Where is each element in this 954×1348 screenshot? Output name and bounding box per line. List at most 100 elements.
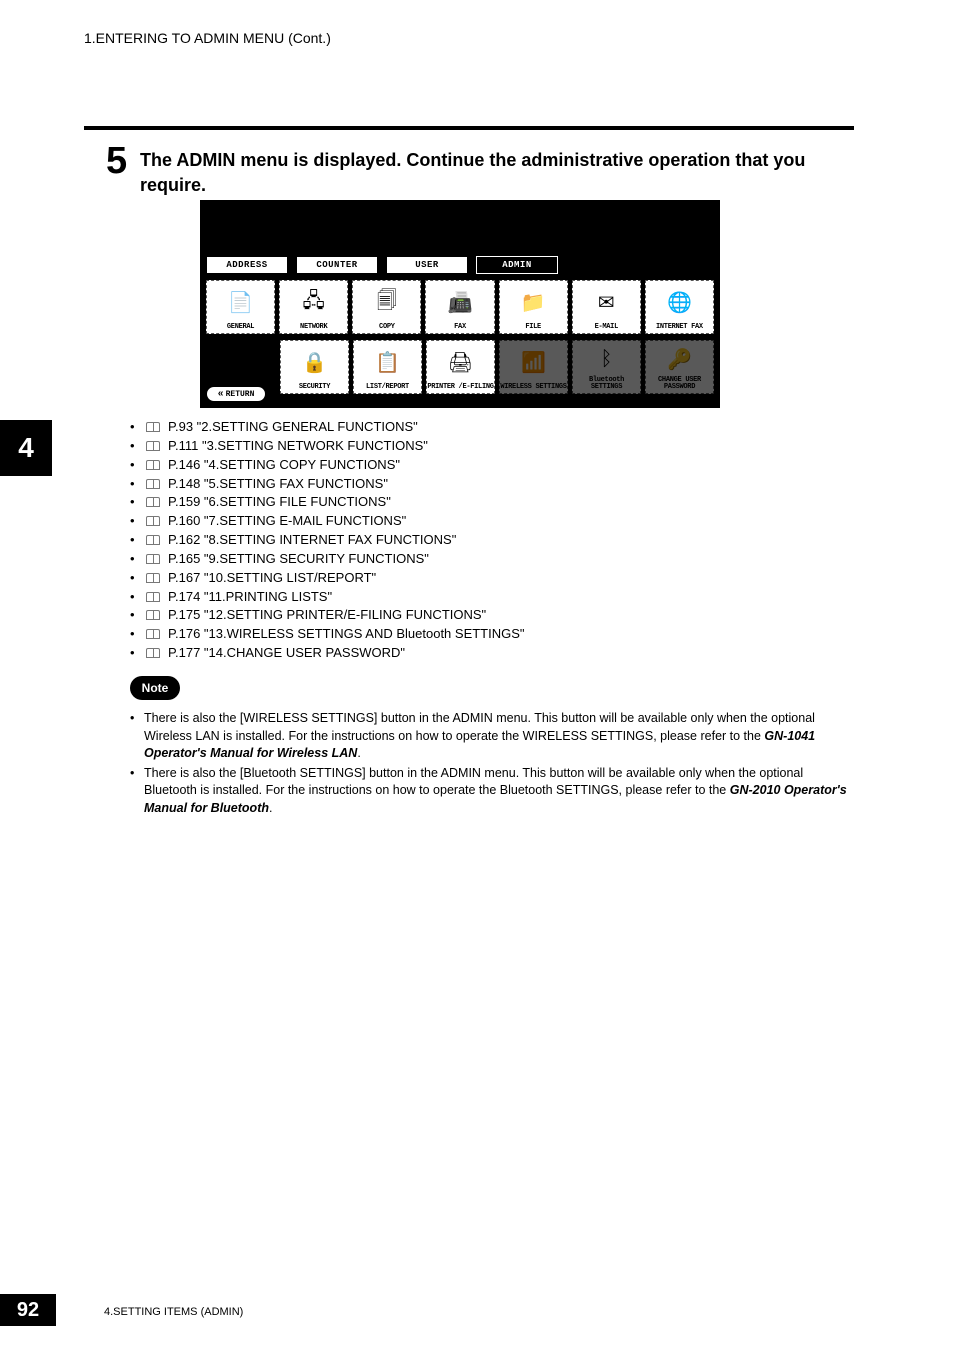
book-icon	[146, 497, 160, 507]
book-icon	[146, 516, 160, 526]
reference-item: P.167 "10.SETTING LIST/REPORT"	[130, 569, 525, 588]
reference-item: P.148 "5.SETTING FAX FUNCTIONS"	[130, 475, 525, 494]
reference-text: P.176 "13.WIRELESS SETTINGS AND Bluetoot…	[168, 626, 525, 641]
admin-icon-network[interactable]: 🖧NETWORK	[279, 280, 348, 334]
admin-icon-ifax[interactable]: 🌐INTERNET FAX	[645, 280, 714, 334]
reference-text: P.165 "9.SETTING SECURITY FUNCTIONS"	[168, 551, 429, 566]
fax-icon: 📠	[448, 281, 473, 324]
reference-item: P.93 "2.SETTING GENERAL FUNCTIONS"	[130, 418, 525, 437]
book-icon	[146, 592, 160, 602]
horizontal-rule	[84, 126, 854, 130]
book-icon	[146, 460, 160, 470]
reference-item: P.159 "6.SETTING FILE FUNCTIONS"	[130, 493, 525, 512]
reference-text: P.174 "11.PRINTING LISTS"	[168, 589, 332, 604]
icon-label: LIST/REPORT	[366, 384, 409, 391]
admin-menu-screenshot: ADDRESSCOUNTERUSERADMIN 📄GENERAL🖧NETWORK…	[200, 200, 720, 408]
note-item: There is also the [WIRELESS SETTINGS] bu…	[130, 710, 854, 763]
icon-grid: 📄GENERAL🖧NETWORK🗐COPY📠FAX📁FILE✉E-MAIL🌐IN…	[206, 280, 714, 400]
reference-item: P.176 "13.WIRELESS SETTINGS AND Bluetoot…	[130, 625, 525, 644]
return-button[interactable]: RETURN	[206, 386, 266, 402]
step-number: 5	[106, 140, 127, 183]
file-icon: 📁	[521, 281, 546, 324]
bluetooth-icon: ᛒ	[601, 341, 613, 377]
reference-item: P.111 "3.SETTING NETWORK FUNCTIONS"	[130, 437, 525, 456]
step-instruction: The ADMIN menu is displayed. Continue th…	[140, 148, 854, 198]
reference-text: P.93 "2.SETTING GENERAL FUNCTIONS"	[168, 419, 418, 434]
tab-row: ADDRESS COUNTER USER ADMIN	[206, 256, 558, 274]
icon-label: FAX	[454, 324, 466, 331]
icon-label: WIRELESS SETTINGS	[500, 384, 566, 391]
footer-section: 4.SETTING ITEMS (ADMIN)	[104, 1306, 243, 1318]
admin-icon-email[interactable]: ✉E-MAIL	[572, 280, 641, 334]
reference-list: P.93 "2.SETTING GENERAL FUNCTIONS" P.111 …	[130, 418, 525, 663]
admin-icon-wireless: 📶WIRELESS SETTINGS	[499, 340, 568, 394]
admin-icon-security[interactable]: 🔒SECURITY	[280, 340, 349, 394]
tab-admin[interactable]: ADMIN	[476, 256, 558, 274]
book-icon	[146, 554, 160, 564]
book-icon	[146, 441, 160, 451]
book-icon	[146, 573, 160, 583]
tab-address[interactable]: ADDRESS	[206, 256, 288, 274]
book-icon	[146, 648, 160, 658]
note-list: There is also the [WIRELESS SETTINGS] bu…	[130, 710, 854, 819]
icon-label: E-MAIL	[595, 324, 618, 331]
book-icon	[146, 422, 160, 432]
reference-text: P.175 "12.SETTING PRINTER/E-FILING FUNCT…	[168, 607, 486, 622]
icon-label: NETWORK	[300, 324, 327, 331]
reference-text: P.162 "8.SETTING INTERNET FAX FUNCTIONS"	[168, 532, 456, 547]
reference-text: P.159 "6.SETTING FILE FUNCTIONS"	[168, 494, 391, 509]
ifax-icon: 🌐	[667, 281, 692, 324]
icon-label: Bluetooth SETTINGS	[573, 377, 640, 391]
reference-item: P.175 "12.SETTING PRINTER/E-FILING FUNCT…	[130, 606, 525, 625]
security-icon: 🔒	[302, 341, 327, 384]
listreport-icon: 📋	[375, 341, 400, 384]
icon-label: SECURITY	[299, 384, 330, 391]
reference-text: P.146 "4.SETTING COPY FUNCTIONS"	[168, 457, 400, 472]
icon-label: COPY	[379, 324, 395, 331]
book-icon	[146, 535, 160, 545]
reference-text: P.148 "5.SETTING FAX FUNCTIONS"	[168, 476, 388, 491]
chapter-tab: 4	[0, 420, 52, 476]
reference-text: P.160 "7.SETTING E-MAIL FUNCTIONS"	[168, 513, 406, 528]
note-label: Note	[130, 676, 180, 700]
admin-icon-printer[interactable]: 🖨PRINTER /E-FILING	[426, 340, 495, 394]
reference-item: P.174 "11.PRINTING LISTS"	[130, 588, 525, 607]
reference-text: P.177 "14.CHANGE USER PASSWORD"	[168, 645, 405, 660]
general-icon: 📄	[228, 281, 253, 324]
admin-icon-bluetooth: ᛒBluetooth SETTINGS	[572, 340, 641, 394]
icon-label: PRINTER /E-FILING	[427, 384, 493, 391]
copy-icon: 🗐	[377, 281, 397, 324]
reference-item: P.165 "9.SETTING SECURITY FUNCTIONS"	[130, 550, 525, 569]
printer-icon: 🖨	[448, 341, 473, 384]
book-icon	[146, 479, 160, 489]
wireless-icon: 📶	[521, 341, 546, 384]
reference-item: P.146 "4.SETTING COPY FUNCTIONS"	[130, 456, 525, 475]
icon-row-1: 📄GENERAL🖧NETWORK🗐COPY📠FAX📁FILE✉E-MAIL🌐IN…	[206, 280, 714, 334]
admin-icon-fax[interactable]: 📠FAX	[425, 280, 494, 334]
reference-text: P.167 "10.SETTING LIST/REPORT"	[168, 570, 376, 585]
note-item: There is also the [Bluetooth SETTINGS] b…	[130, 765, 854, 818]
icon-row-2: 🔒SECURITY📋LIST/REPORT🖨PRINTER /E-FILING📶…	[280, 340, 714, 394]
reference-text: P.111 "3.SETTING NETWORK FUNCTIONS"	[168, 438, 428, 453]
icon-label: GENERAL	[227, 324, 254, 331]
icon-label: INTERNET FAX	[656, 324, 703, 331]
tab-user[interactable]: USER	[386, 256, 468, 274]
admin-icon-copy[interactable]: 🗐COPY	[352, 280, 421, 334]
book-icon	[146, 610, 160, 620]
email-icon: ✉	[598, 281, 615, 324]
page-number: 92	[0, 1294, 56, 1326]
reference-item: P.177 "14.CHANGE USER PASSWORD"	[130, 644, 525, 663]
icon-label: FILE	[525, 324, 541, 331]
reference-item: P.160 "7.SETTING E-MAIL FUNCTIONS"	[130, 512, 525, 531]
chguser-icon: 🔑	[667, 341, 692, 377]
network-icon: 🖧	[303, 281, 325, 324]
tab-counter[interactable]: COUNTER	[296, 256, 378, 274]
admin-icon-file[interactable]: 📁FILE	[499, 280, 568, 334]
admin-icon-general[interactable]: 📄GENERAL	[206, 280, 275, 334]
page-header-breadcrumb: 1.ENTERING TO ADMIN MENU (Cont.)	[84, 30, 331, 46]
book-icon	[146, 629, 160, 639]
admin-icon-chguser: 🔑CHANGE USER PASSWORD	[645, 340, 714, 394]
admin-icon-listreport[interactable]: 📋LIST/REPORT	[353, 340, 422, 394]
reference-item: P.162 "8.SETTING INTERNET FAX FUNCTIONS"	[130, 531, 525, 550]
icon-label: CHANGE USER PASSWORD	[646, 377, 713, 391]
